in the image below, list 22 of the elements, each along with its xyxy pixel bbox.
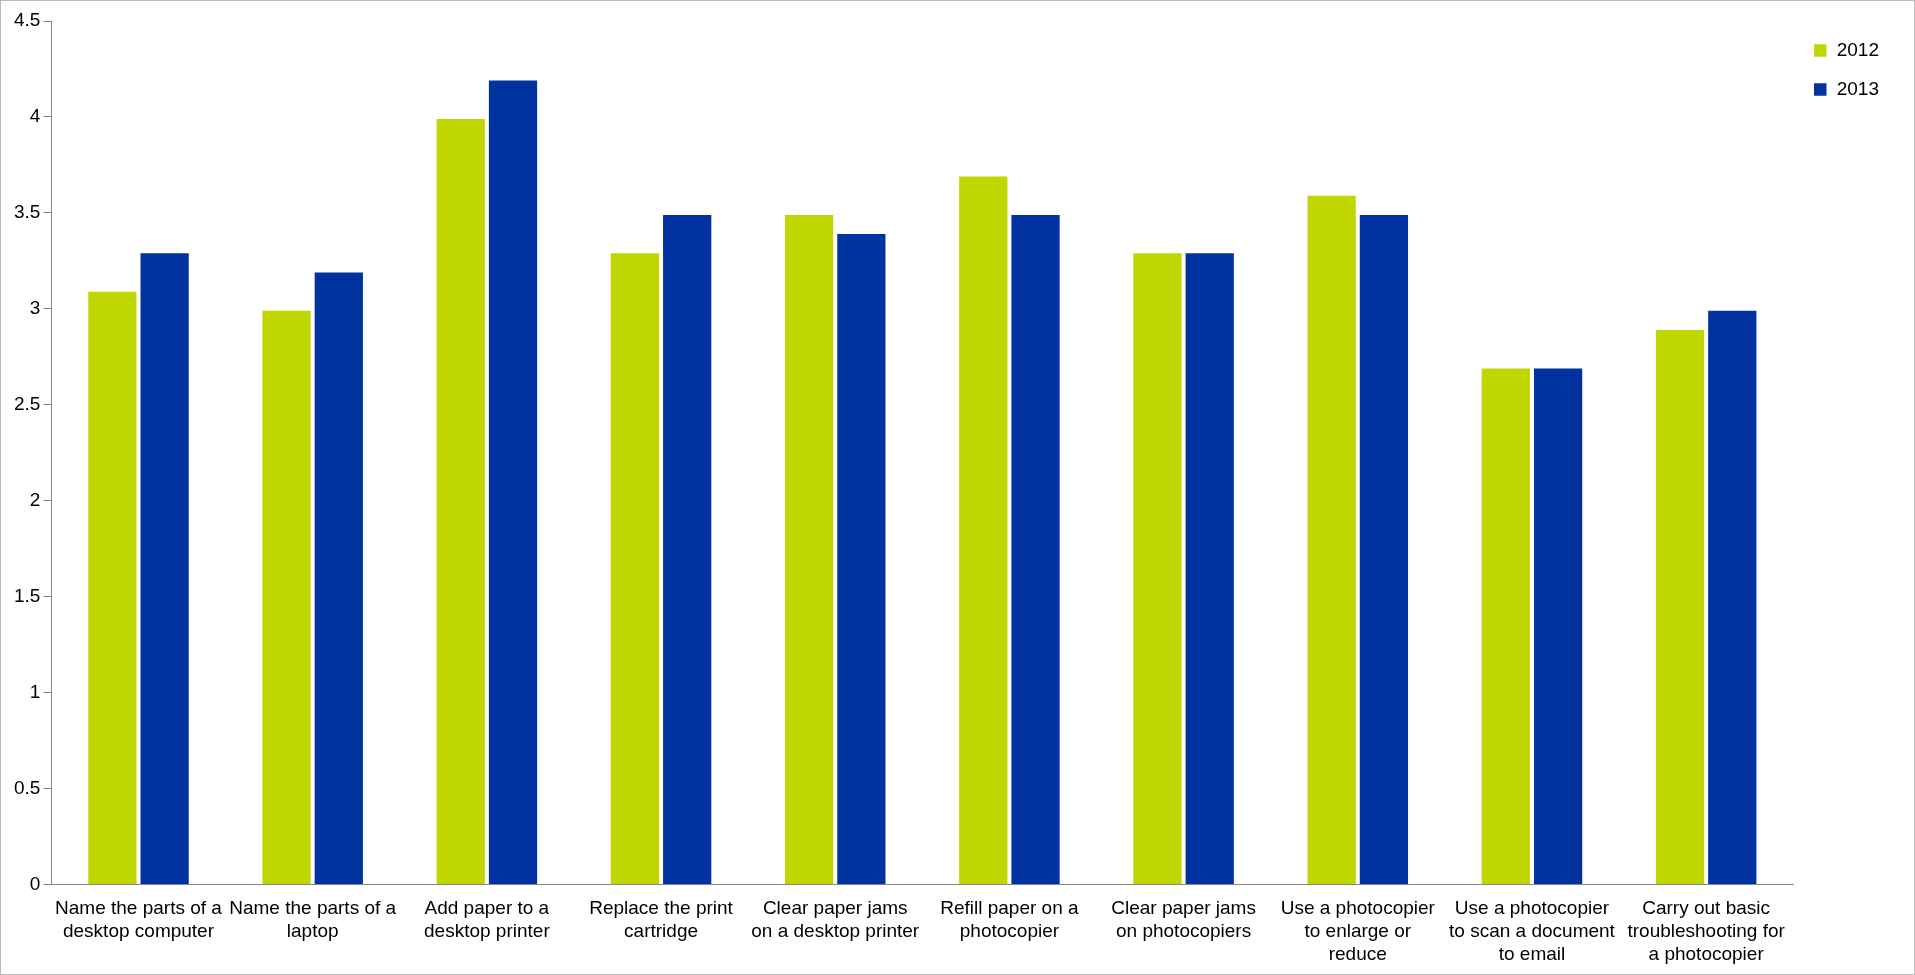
y-tick-label: 2 — [29, 489, 41, 511]
x-tick-label: Add paper to a desktop printer — [424, 897, 551, 942]
x-tick-label: Name the parts of a laptop — [229, 897, 397, 942]
x-tick-label: Clear paper jams on photocopiers — [1111, 897, 1256, 942]
x-tick-label: Name the parts of a desktop computer — [55, 897, 223, 942]
y-tick-label: 3 — [29, 297, 41, 319]
y-tick-label: 3.5 — [13, 201, 41, 223]
legend-label: 2013 — [1836, 77, 1880, 99]
y-tick-label: 4 — [29, 105, 41, 127]
y-tick-label: 0 — [29, 872, 41, 894]
x-tick-label: Use a photocopier to enlarge or reduce — [1280, 897, 1436, 964]
legend-label: 2012 — [1836, 38, 1880, 60]
y-tick-label: 0.5 — [13, 776, 41, 798]
x-tick-label: Carry out basic troubleshooting for a photocopier — [1627, 897, 1786, 964]
y-tick-label: 1 — [29, 680, 41, 702]
x-tick-label: Clear paper jams on a desktop printer — [751, 897, 920, 942]
y-tick-label: 1.5 — [13, 584, 41, 606]
y-tick-label: 4.5 — [13, 9, 41, 31]
x-tick-label: Replace the print cartridge — [589, 897, 734, 942]
x-tick-label: Use a photocopier to scan a document to email — [1449, 897, 1616, 964]
y-tick-label: 2.5 — [13, 393, 41, 415]
x-tick-label: Refill paper on a photocopier — [940, 897, 1080, 942]
